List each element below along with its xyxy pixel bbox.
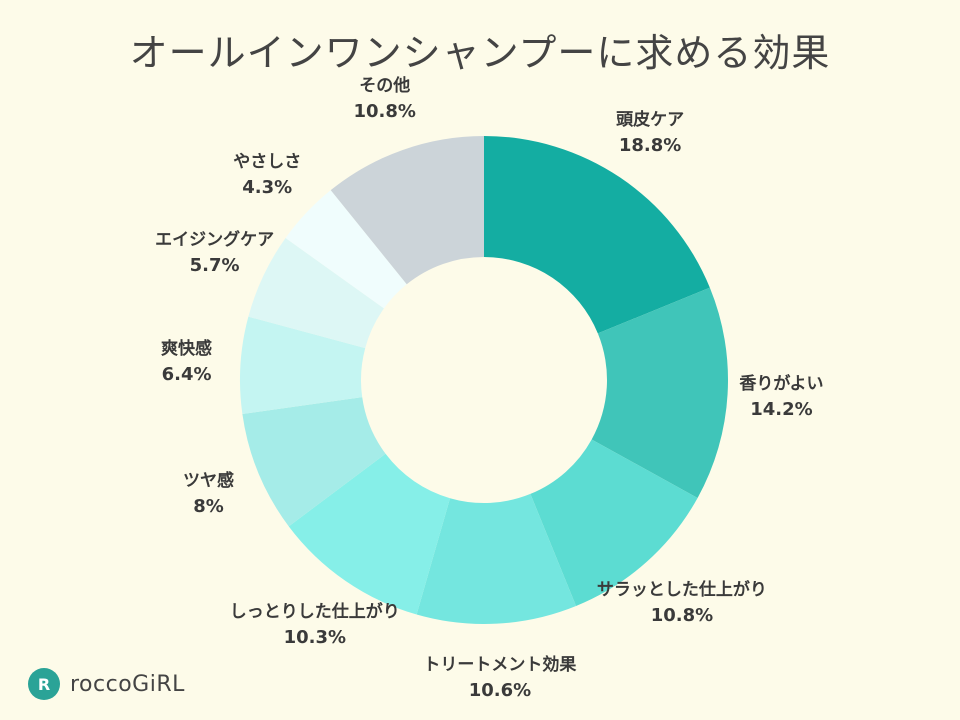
slice-label-3: トリートメント効果 10.6% [423, 652, 576, 704]
slice-label-2: サラッとした仕上がり 10.8% [597, 577, 767, 629]
slice-label-9: その他 10.8% [353, 73, 415, 125]
slice-label-value: 18.8% [618, 134, 682, 156]
slice-label-0: 頭皮ケア 18.8% [616, 107, 684, 159]
slice-label-value: 10.3% [283, 627, 347, 649]
slice-label-value: 10.6% [468, 679, 532, 701]
slice-label-name: サラッとした仕上がり [596, 579, 767, 600]
slice-0 [484, 136, 710, 334]
slice-label-name: トリートメント効果 [423, 654, 577, 675]
slice-label-value: 14.2% [750, 399, 813, 421]
slice-9 [330, 136, 484, 285]
slice-label-name: 香りがよい [739, 374, 824, 395]
slice-label-name: エイジングケア [155, 229, 275, 250]
slice-6 [240, 316, 366, 415]
slice-label-name: 頭皮ケア [616, 109, 685, 130]
slice-label-7: エイジングケア 5.7% [155, 227, 274, 279]
slice-4 [288, 453, 451, 615]
slice-8 [285, 190, 407, 309]
slice-label-5: ツヤ感 8% [183, 468, 234, 520]
slice-label-name: しっとりした仕上がり [229, 602, 400, 623]
slice-label-value: 4.3% [242, 177, 293, 199]
slice-7 [248, 238, 384, 349]
slice-5 [242, 397, 386, 527]
brand-name: roccoGiRL [70, 671, 185, 697]
slice-label-value: 5.7% [189, 254, 240, 276]
slice-2 [530, 439, 698, 606]
slice-label-8: やさしさ 4.3% [233, 149, 301, 201]
slice-label-value: 6.4% [161, 363, 212, 385]
slice-label-value: 8% [193, 495, 224, 517]
slice-label-name: ツヤ感 [183, 470, 235, 491]
slice-1 [591, 287, 728, 498]
slice-label-1: 香りがよい 14.2% [739, 371, 823, 423]
brand-logo: R roccoGiRL [28, 668, 185, 700]
slice-label-name: 爽快感 [161, 338, 213, 359]
slice-label-value: 10.8% [650, 604, 714, 626]
slice-label-4: しっとりした仕上がり 10.3% [230, 599, 400, 651]
brand-icon: R [28, 668, 60, 700]
slice-label-value: 10.8% [353, 101, 416, 123]
slice-label-name: やさしさ [233, 152, 302, 173]
chart-title: オールインワンシャンプーに求める効果 [129, 31, 831, 75]
slice-label-name: その他 [359, 76, 411, 97]
slice-3 [416, 493, 577, 624]
slice-label-6: 爽快感 6.4% [161, 336, 212, 388]
